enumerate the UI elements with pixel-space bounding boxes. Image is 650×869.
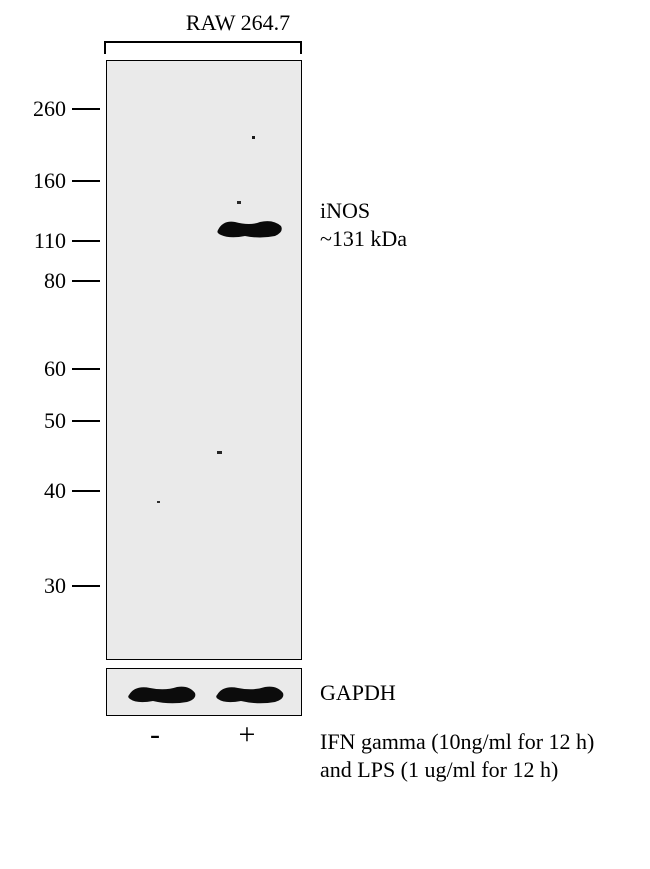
sample-label: RAW 264.7 [148,10,328,36]
lane-sign-minus: - [140,720,170,750]
inos-label-line1: iNOS [320,198,370,224]
marker-40: 40 [30,478,66,504]
gapdh-band-plus [213,683,287,705]
treatment-line2: and LPS (1 ug/ml for 12 h) [320,756,558,784]
noise-speck [217,451,222,454]
marker-tick [72,368,100,370]
marker-260: 260 [20,96,66,122]
marker-tick [72,108,100,110]
inos-band [215,218,285,240]
main-blot [106,60,302,660]
noise-speck [252,136,255,139]
gapdh-label: GAPDH [320,680,396,706]
marker-tick [72,420,100,422]
gapdh-blot [106,668,302,716]
marker-tick [72,490,100,492]
marker-160: 160 [20,168,66,194]
marker-tick [72,280,100,282]
treatment-line1: IFN gamma (10ng/ml for 12 h) [320,728,594,756]
marker-tick [72,240,100,242]
noise-speck [237,201,241,204]
marker-tick [72,180,100,182]
marker-60: 60 [30,356,66,382]
gapdh-band-minus [125,683,199,705]
marker-80: 80 [30,268,66,294]
marker-tick [72,585,100,587]
lane-sign-plus: + [232,720,262,750]
sample-bracket [104,40,302,56]
marker-30: 30 [30,573,66,599]
inos-label-line2: ~131 kDa [320,226,407,252]
noise-speck [157,501,160,503]
marker-50: 50 [30,408,66,434]
marker-110: 110 [20,228,66,254]
